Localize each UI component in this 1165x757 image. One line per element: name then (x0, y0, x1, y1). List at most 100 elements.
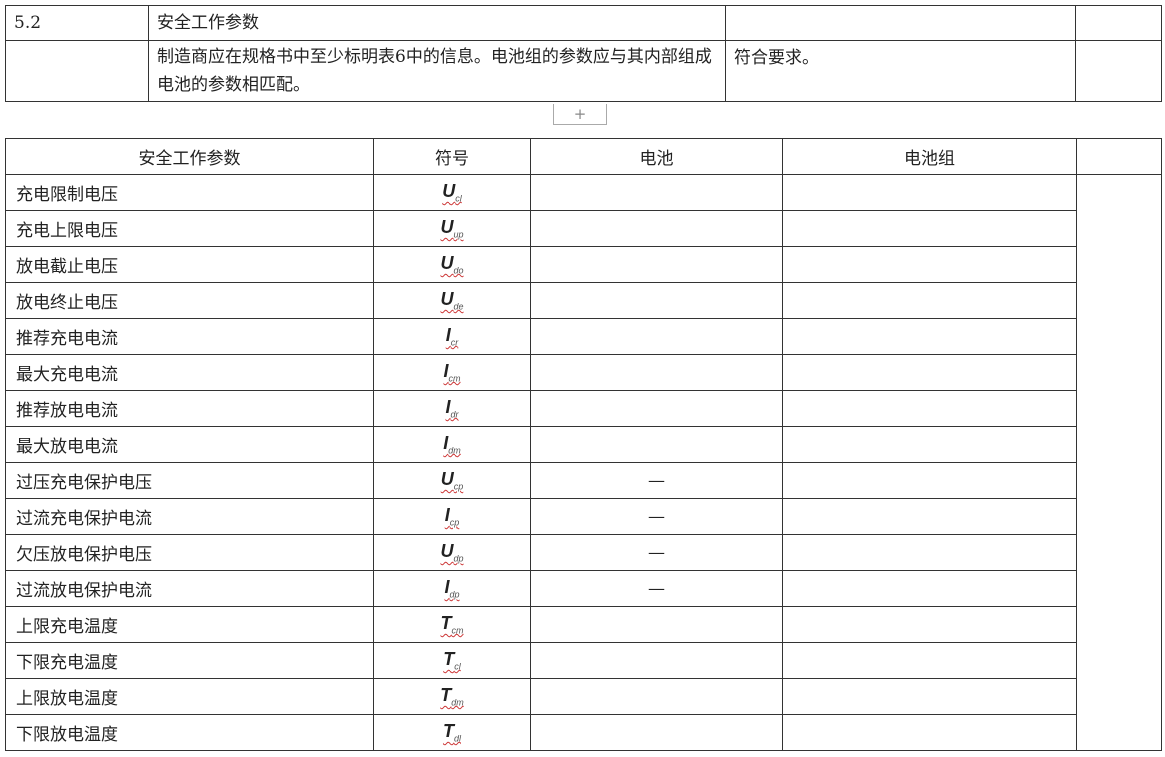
parameter-table: 安全工作参数 符号 电池 电池组 充电限制电压 Ucl 充电上限电压 Uup 放… (5, 138, 1162, 751)
cell-value[interactable]: — (530, 498, 783, 535)
param-name: 充电限制电压 (5, 174, 374, 211)
pack-value[interactable] (782, 174, 1077, 211)
table-row: 欠压放电保护电压 Udp — (5, 534, 1162, 571)
table-row: 上限充电温度 Tcm (5, 606, 1162, 643)
symbol: Ucl (373, 174, 531, 211)
cell-value[interactable] (530, 678, 783, 715)
pack-value[interactable] (782, 390, 1077, 427)
symbol-letter: I (445, 397, 451, 418)
table-row: 最大充电电流 Icm (5, 354, 1162, 391)
symbol: Tcl (373, 642, 531, 679)
param-name: 下限充电温度 (5, 642, 374, 679)
cell-value[interactable] (530, 174, 783, 211)
cell-value[interactable] (530, 642, 783, 679)
pack-value[interactable] (782, 426, 1077, 463)
param-name: 下限放电温度 (5, 714, 374, 751)
cell-value[interactable]: — (530, 462, 783, 499)
symbol: Ude (373, 282, 531, 319)
pack-value[interactable] (782, 606, 1077, 643)
cell-value[interactable] (530, 390, 783, 427)
table-row: 充电上限电压 Uup (5, 210, 1162, 247)
symbol: Icp (373, 498, 531, 535)
verdict-cell (1075, 5, 1162, 41)
add-row-button[interactable]: + (553, 104, 607, 125)
cell-value[interactable] (530, 318, 783, 355)
param-name: 上限放电温度 (5, 678, 374, 715)
symbol-subscript: cr (450, 337, 459, 348)
symbol-subscript: cm (451, 625, 464, 636)
cell-value[interactable]: — (530, 534, 783, 571)
pack-value[interactable] (782, 462, 1077, 499)
cell-value[interactable] (530, 354, 783, 391)
symbol-letter: T (440, 613, 452, 634)
cell-value[interactable]: — (530, 570, 783, 607)
pack-value[interactable] (782, 210, 1077, 247)
symbol-letter: I (443, 361, 449, 382)
table-row: 下限充电温度 Tcl (5, 642, 1162, 679)
table-row: 过流充电保护电流 Icp — (5, 498, 1162, 535)
clause-requirement: 制造商应在规格书中至少标明表6中的信息。电池组的参数应与其内部组成电池的参数相匹… (148, 40, 726, 102)
symbol-subscript: dp (449, 589, 460, 600)
pack-value[interactable] (782, 246, 1077, 283)
pack-value[interactable] (782, 570, 1077, 607)
header-symbol: 符号 (373, 138, 531, 175)
param-name: 最大放电电流 (5, 426, 374, 463)
pack-value[interactable] (782, 714, 1077, 751)
symbol-letter: U (440, 289, 454, 310)
param-name: 最大充电电流 (5, 354, 374, 391)
pack-value[interactable] (782, 534, 1077, 571)
header-pack: 电池组 (782, 138, 1077, 175)
symbol-subscript: do (453, 265, 464, 276)
cell-value[interactable] (530, 282, 783, 319)
clause-table: 5.2 安全工作参数 制造商应在规格书中至少标明表6中的信息。电池组的参数应与其… (5, 5, 1162, 102)
pack-value[interactable] (782, 678, 1077, 715)
table-row: 推荐放电电流 Idr (5, 390, 1162, 427)
clause-result: 符合要求。 (725, 40, 1076, 102)
symbol: Icr (373, 318, 531, 355)
param-name: 充电上限电压 (5, 210, 374, 247)
symbol: Tdl (373, 714, 531, 751)
symbol-letter: U (440, 469, 454, 490)
header-extra (1076, 138, 1162, 175)
symbol-subscript: dl (453, 733, 461, 744)
pack-value[interactable] (782, 642, 1077, 679)
pack-value[interactable] (782, 354, 1077, 391)
param-name: 欠压放电保护电压 (5, 534, 374, 571)
symbol: Ucp (373, 462, 531, 499)
table-row: 过压充电保护电压 Ucp — (5, 462, 1162, 499)
empty-cell (5, 40, 149, 102)
pack-value[interactable] (782, 498, 1077, 535)
table-row: 过流放电保护电流 Idp — (5, 570, 1162, 607)
cell-value[interactable] (530, 606, 783, 643)
verdict-cell (1075, 40, 1162, 102)
table-row: 放电终止电压 Ude (5, 282, 1162, 319)
symbol-subscript: cl (455, 193, 462, 204)
symbol-subscript: up (453, 229, 464, 240)
symbol-subscript: dp (453, 553, 464, 564)
symbol-subscript: dm (451, 697, 464, 708)
param-name: 上限充电温度 (5, 606, 374, 643)
symbol-letter: I (443, 433, 449, 454)
symbol: Idm (373, 426, 531, 463)
symbol-letter: U (440, 541, 454, 562)
cell-value[interactable] (530, 246, 783, 283)
symbol-letter: I (444, 505, 450, 526)
symbol-letter: I (444, 577, 450, 598)
symbol: Tdm (373, 678, 531, 715)
symbol-letter: T (442, 721, 454, 742)
symbol-letter: U (442, 181, 456, 202)
param-name: 过流放电保护电流 (5, 570, 374, 607)
cell-value[interactable] (530, 714, 783, 751)
pack-value[interactable] (782, 282, 1077, 319)
pack-value[interactable] (782, 318, 1077, 355)
symbol-subscript: cp (449, 517, 460, 528)
symbol-letter: I (445, 325, 451, 346)
table-row: 上限放电温度 Tdm (5, 678, 1162, 715)
symbol-subscript: dm (448, 445, 461, 456)
header-param: 安全工作参数 (5, 138, 374, 175)
clause-title: 安全工作参数 (148, 5, 726, 41)
param-name: 推荐放电电流 (5, 390, 374, 427)
cell-value[interactable] (530, 426, 783, 463)
param-name: 放电终止电压 (5, 282, 374, 319)
cell-value[interactable] (530, 210, 783, 247)
